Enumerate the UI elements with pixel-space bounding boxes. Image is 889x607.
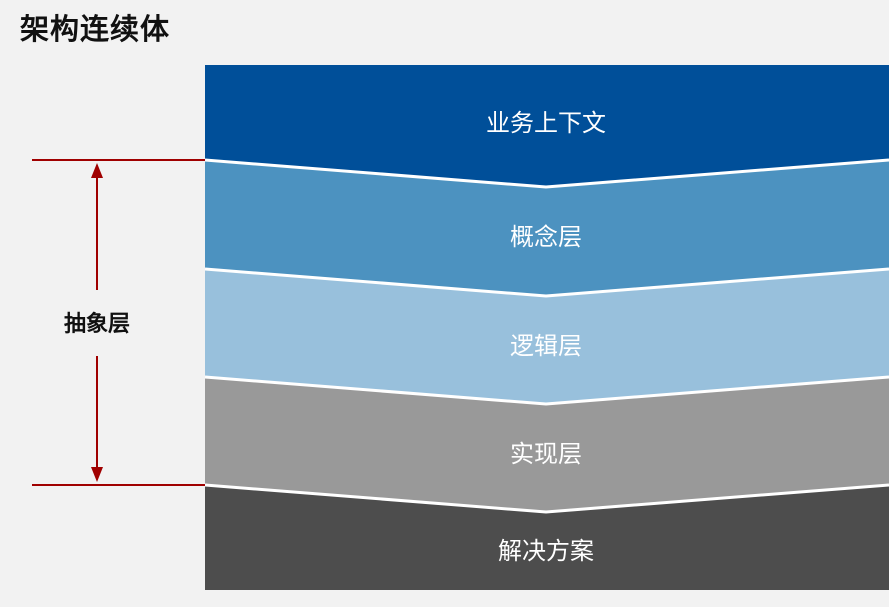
arrow-up-icon xyxy=(91,163,103,178)
page-title: 架构连续体 xyxy=(20,12,171,46)
layer-implementation xyxy=(205,377,889,512)
abstraction-bracket xyxy=(32,159,205,486)
layer-conceptual xyxy=(205,160,889,296)
layer-label-logical: 逻辑层 xyxy=(510,332,582,360)
layer-label-solution: 解决方案 xyxy=(498,537,594,565)
layer-label-implementation: 实现层 xyxy=(510,440,582,468)
arrow-down-icon xyxy=(91,467,103,482)
layer-solution xyxy=(205,485,889,590)
side-label-abstraction: 抽象层 xyxy=(64,311,130,337)
layer-label-conceptual: 概念层 xyxy=(510,223,582,251)
layer-label-business-context: 业务上下文 xyxy=(486,109,606,137)
layer-separators xyxy=(204,158,889,514)
layer-business-context xyxy=(205,65,889,187)
layer-logical xyxy=(205,269,889,404)
